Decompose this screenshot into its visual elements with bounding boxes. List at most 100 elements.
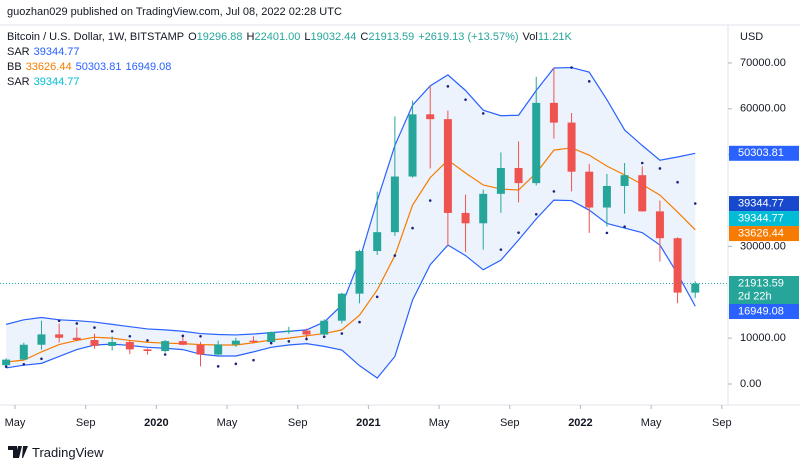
legend-row: BB 33626.44 50303.81 16949.08	[7, 60, 576, 75]
y-tick-label: 0.00	[740, 378, 761, 390]
bb-lower	[6, 199, 696, 379]
sar-dot	[605, 231, 609, 235]
brand[interactable]: TradingView	[8, 445, 104, 460]
badge-label: 33626.44	[738, 227, 784, 239]
badge-bg	[729, 275, 799, 304]
badge-label: 16949.08	[738, 305, 784, 317]
sar-dot	[163, 353, 167, 356]
sar-dot	[428, 199, 432, 202]
sar-dot	[181, 334, 185, 338]
candle-body	[267, 331, 276, 343]
sar-dot	[676, 180, 679, 184]
candle-body	[496, 167, 505, 194]
indicator-value: 16949.08	[125, 61, 172, 73]
candle-body	[390, 176, 399, 233]
candle-body	[2, 359, 11, 366]
candle-body	[549, 102, 558, 123]
sar-dot	[411, 226, 414, 230]
candle-body	[320, 320, 329, 335]
ohlc-value: 19296.88	[196, 31, 243, 43]
sar-dot	[446, 85, 450, 88]
publisher: guozhan029 published on TradingView.com,…	[7, 6, 342, 18]
ohlc-value: 21913.59	[368, 31, 415, 43]
x-tick-label: May	[641, 417, 662, 429]
badge-bg	[729, 303, 799, 319]
sar-dot	[40, 357, 43, 361]
sar-dot	[552, 190, 556, 193]
sar-dot	[287, 340, 291, 343]
sar-dot	[481, 112, 485, 115]
candle-body	[108, 342, 117, 346]
badge-label: 39344.77	[738, 212, 784, 224]
x-tick-label: May	[5, 417, 26, 429]
sar-dot	[375, 295, 379, 299]
badge-label: 39344.77	[738, 197, 784, 209]
bb-band	[6, 67, 696, 379]
price-badge: 39344.77	[729, 196, 799, 212]
sar-dot	[570, 66, 573, 69]
candle-body	[214, 344, 223, 355]
ohlc-label: C	[360, 31, 369, 43]
candle-body	[337, 293, 346, 321]
candle-body	[461, 212, 470, 224]
candle-body	[620, 175, 629, 186]
axis-label: USD	[740, 31, 763, 43]
candle-body	[90, 339, 99, 346]
sar-dot	[587, 80, 591, 83]
candle-body	[196, 344, 205, 355]
x-tick-label: 2020	[144, 417, 168, 429]
legend-row: SAR 39344.77	[7, 75, 576, 90]
badge-bg	[729, 211, 799, 227]
sar-dot	[623, 225, 626, 228]
ohlc-label: L	[304, 31, 311, 43]
y-tick-label: 30000.00	[740, 240, 786, 252]
indicator-name: SAR	[7, 46, 30, 58]
x-tick-label: May	[217, 417, 238, 429]
indicator-value: 39344.77	[33, 46, 80, 58]
badge-label: 50303.81	[738, 147, 784, 159]
candle-body	[231, 340, 240, 345]
ohlc-label: O	[188, 31, 197, 43]
indicator-value: 33626.44	[25, 61, 72, 73]
x-tick-label: Sep	[76, 417, 96, 429]
sar-dot	[75, 322, 79, 325]
candle-body	[585, 171, 594, 208]
sar-dot	[146, 339, 149, 342]
candle-body	[178, 341, 187, 345]
candle-body	[514, 167, 523, 184]
sar-dot	[22, 362, 26, 366]
badge-bg	[729, 145, 799, 161]
indicator-value: 39344.77	[33, 76, 80, 88]
sar-dot	[393, 254, 397, 257]
badge-bg	[729, 196, 799, 212]
symbol-title: Bitcoin / U.S. Dollar, 1W, BITSTAMP	[7, 31, 185, 43]
sar-dot	[358, 320, 361, 324]
sar-dot	[693, 202, 697, 205]
sar-dot	[252, 358, 255, 362]
candle-body	[249, 340, 258, 343]
sar-dot	[128, 335, 132, 338]
y-tick-label: 70000.00	[740, 57, 786, 69]
candle-body	[302, 330, 311, 335]
candle-body	[673, 238, 682, 293]
volume: 11.21K	[537, 31, 572, 43]
ohlc-label: H	[246, 31, 255, 43]
candle-body	[373, 232, 382, 252]
sar-dot	[499, 248, 503, 251]
ohlc-value: 22401.00	[254, 31, 301, 43]
sar-dot	[234, 362, 238, 366]
candle-body	[19, 344, 28, 360]
candle-body	[72, 337, 81, 340]
candle-body	[532, 102, 541, 184]
candle-body	[602, 185, 611, 208]
sar-dot	[658, 167, 662, 170]
legend-row: SAR 39344.77	[7, 45, 576, 60]
candle-body	[638, 175, 647, 212]
sar-dot	[464, 98, 467, 101]
indicator-name: BB	[7, 61, 22, 73]
candle-body	[125, 342, 134, 350]
sar-dot	[340, 332, 344, 335]
x-tick-label: Sep	[712, 417, 732, 429]
